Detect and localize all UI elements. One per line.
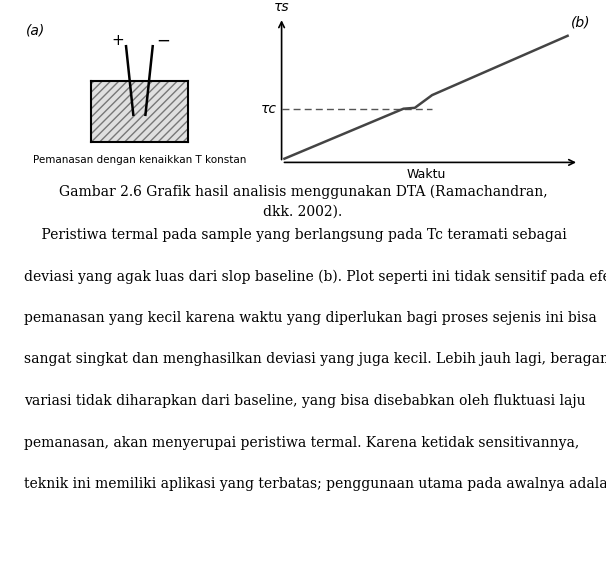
Text: (b): (b): [571, 16, 591, 30]
Text: (a): (a): [25, 24, 45, 38]
Text: τs: τs: [274, 0, 290, 13]
Text: deviasi yang agak luas dari slop baseline (b). Plot seperti ini tidak sensitif p: deviasi yang agak luas dari slop baselin…: [24, 269, 606, 284]
Text: Gambar 2.6 Grafik hasil analisis menggunakan DTA (Ramachandran,: Gambar 2.6 Grafik hasil analisis menggun…: [59, 184, 547, 199]
Text: Peristiwa termal pada sample yang berlangsung pada Tc teramati sebagai: Peristiwa termal pada sample yang berlan…: [24, 228, 567, 242]
Text: τc: τc: [261, 102, 277, 116]
Text: Waktu: Waktu: [407, 168, 445, 182]
Text: pemanasan, akan menyerupai peristiwa termal. Karena ketidak sensitivannya,: pemanasan, akan menyerupai peristiwa ter…: [24, 436, 579, 450]
Text: +: +: [111, 34, 124, 48]
Text: pemanasan yang kecil karena waktu yang diperlukan bagi proses sejenis ini bisa: pemanasan yang kecil karena waktu yang d…: [24, 311, 597, 325]
Text: variasi tidak diharapkan dari baseline, yang bisa disebabkan oleh fluktuasi laju: variasi tidak diharapkan dari baseline, …: [24, 394, 586, 408]
Bar: [91, 81, 188, 142]
Text: sangat singkat dan menghasilkan deviasi yang juga kecil. Lebih jauh lagi, beraga: sangat singkat dan menghasilkan deviasi …: [24, 352, 606, 366]
Text: teknik ini memiliki aplikasi yang terbatas; penggunaan utama pada awalnya adalah: teknik ini memiliki aplikasi yang terbat…: [24, 477, 606, 491]
Text: −: −: [157, 32, 170, 50]
Text: Pemanasan dengan kenaikkan T konstan: Pemanasan dengan kenaikkan T konstan: [33, 155, 246, 165]
Text: dkk. 2002).: dkk. 2002).: [264, 205, 342, 219]
